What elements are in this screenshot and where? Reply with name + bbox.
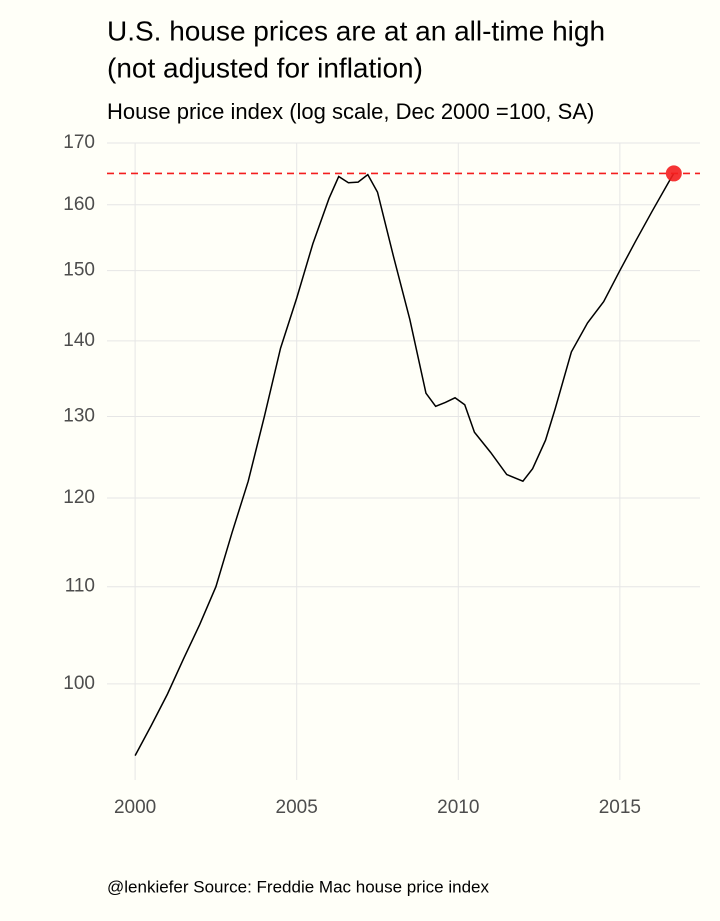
- y-tick-label: 140: [63, 330, 95, 351]
- y-tick-label: 150: [63, 260, 95, 281]
- x-tick-label: 2000: [114, 797, 156, 818]
- chart-title: U.S. house prices are at an all-time hig…: [107, 15, 605, 46]
- y-tick-label: 130: [63, 405, 95, 426]
- y-tick-label: 100: [63, 673, 95, 694]
- y-tick-label: 120: [63, 487, 95, 508]
- y-tick-label: 110: [65, 576, 95, 597]
- x-tick-label: 2005: [276, 797, 318, 818]
- x-tick-label: 2015: [599, 797, 641, 818]
- latest-point: [665, 165, 682, 182]
- x-tick-label: 2010: [437, 797, 479, 818]
- price-line: [134, 173, 675, 757]
- chart-title: (not adjusted for inflation): [107, 52, 423, 83]
- y-tick-label: 160: [63, 194, 95, 215]
- chart-subtitle: House price index (log scale, Dec 2000 =…: [107, 99, 594, 124]
- y-tick-label: 170: [63, 132, 95, 153]
- caption: @lenkiefer Source: Freddie Mac house pri…: [107, 877, 490, 896]
